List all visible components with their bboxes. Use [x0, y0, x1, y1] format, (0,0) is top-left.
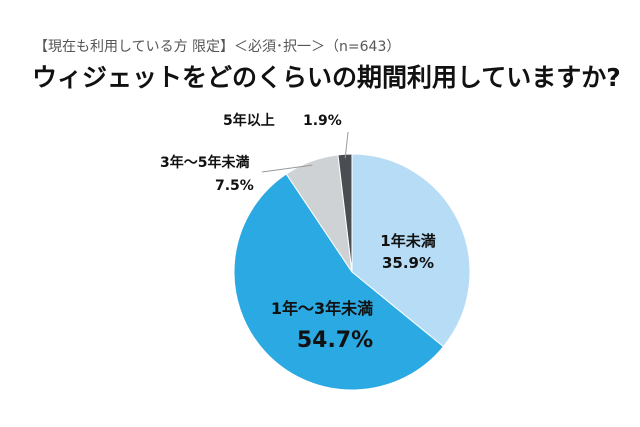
slice-1yr-under	[351, 153, 471, 348]
slice-value-1to3yr: 54.7%	[297, 328, 373, 353]
chart-title: ウィジェットをどのくらいの期間利用していますか?	[32, 63, 621, 92]
slice-value-3to5yr: 7.5%	[215, 178, 254, 194]
slice-label-1to3yr: 1年〜3年未満	[271, 299, 373, 318]
slice-5yr-over	[337, 153, 353, 273]
slice-value-1yr-under: 35.9%	[382, 254, 434, 272]
slice-1to3yr	[233, 173, 445, 391]
pie-slices	[233, 153, 471, 391]
leader-lines	[261, 131, 349, 173]
chart-subtitle: 【現在も利用している方 限定】＜必須･択一＞（n=643）	[34, 39, 401, 55]
leader-line-5yr-over	[344, 131, 349, 159]
slice-label-3to5yr: 3年〜5年未満	[160, 154, 249, 171]
slice-label-1yr-under: 1年未満	[380, 232, 435, 250]
slice-label-5yr-over: 5年以上	[223, 112, 275, 129]
slice-value-5yr-over: 1.9%	[303, 113, 342, 129]
leader-line-3to5yr	[261, 164, 313, 173]
